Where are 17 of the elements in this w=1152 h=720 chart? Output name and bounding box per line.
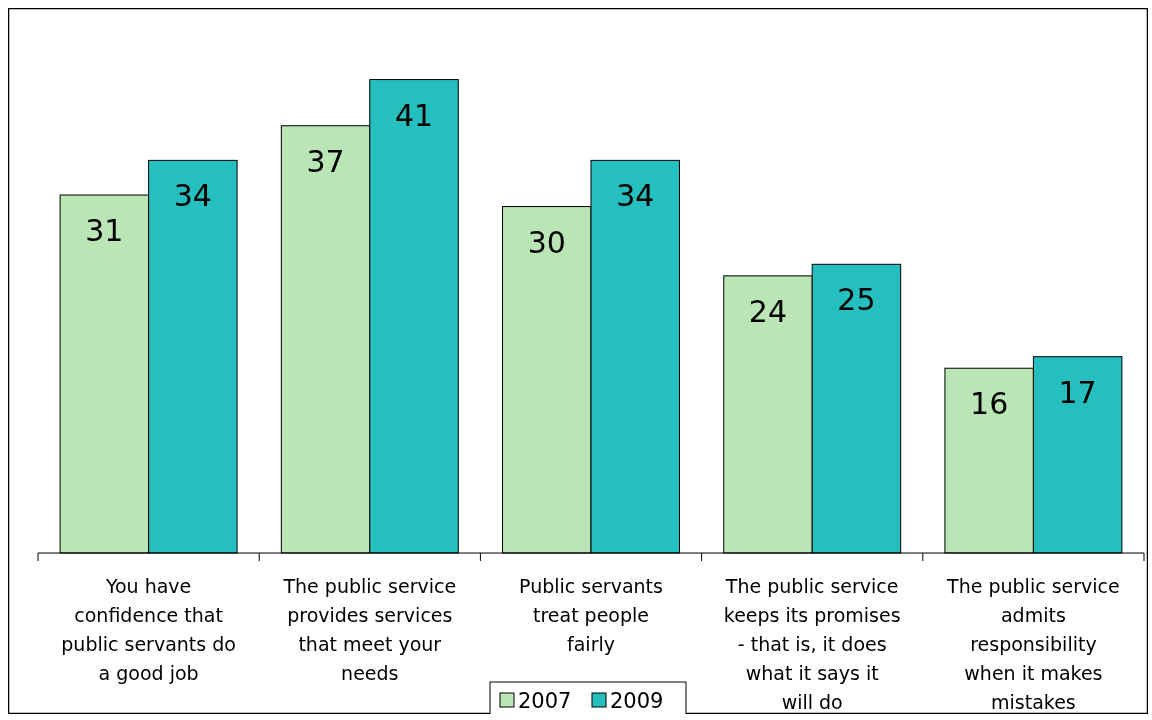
data-label: 41 [394,97,434,133]
data-label: 34 [173,178,212,214]
x-tick-label: The public service admits responsibility when it makes mistakes [946,575,1120,713]
data-label: 24 [748,293,788,329]
data-label: 30 [527,224,566,260]
data-label: 17 [1058,374,1097,410]
data-label: 37 [306,143,345,179]
x-tick-label: The public service provides services that meet your needs [282,575,457,684]
data-label: 16 [970,386,1009,422]
x-tick-label: Public servants treat people fairly [519,575,663,655]
x-tick-label: You have confidence that public servants do a good job [61,575,236,684]
data-label: 31 [85,213,124,249]
x-tick-label: The public service keeps its promises - that is, it does what it says it will do [723,575,901,713]
data-label: 25 [837,282,876,318]
data-label: 34 [616,178,655,214]
legend-label: 2009 [610,689,664,713]
legend-label: 2007 [518,689,572,713]
